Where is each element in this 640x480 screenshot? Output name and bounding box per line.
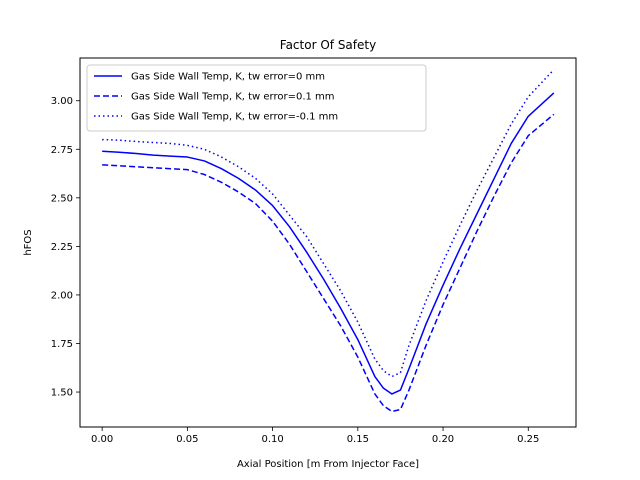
x-axis: 0.00 0.05 0.10 0.15 0.20 0.25 — [91, 427, 539, 445]
legend-label-2: Gas Side Wall Temp, K, tw error=0.1 mm — [131, 92, 335, 103]
y-axis: 1.50 1.75 2.00 2.25 2.50 2.75 3.00 — [51, 96, 80, 399]
legend: Gas Side Wall Temp, K, tw error=0 mm Gas … — [86, 64, 427, 132]
series-line-3 — [102, 69, 555, 378]
series-line-2 — [102, 113, 555, 413]
legend-label-3: Gas Side Wall Temp, K, tw error=-0.1 mm — [131, 112, 338, 123]
y-tick-label: 1.50 — [51, 388, 73, 399]
x-tick-label: 0.05 — [176, 434, 198, 445]
x-tick-label: 0.00 — [91, 434, 113, 445]
y-tick-label: 3.00 — [51, 96, 73, 107]
series-line-1 — [102, 92, 555, 395]
y-tick-label: 2.00 — [51, 290, 73, 301]
x-tick-label: 0.25 — [517, 434, 539, 445]
x-tick-label: 0.20 — [432, 434, 454, 445]
chart-title: Factor Of Safety — [280, 38, 376, 52]
y-tick-label: 1.75 — [51, 339, 73, 350]
plot-lines — [102, 69, 555, 413]
x-tick-label: 0.15 — [347, 434, 369, 445]
y-tick-label: 2.50 — [51, 193, 73, 204]
plot-area-frame — [79, 57, 577, 428]
x-tick-label: 0.10 — [261, 434, 283, 445]
y-tick-label: 2.25 — [51, 242, 73, 253]
x-axis-label: Axial Position [m From Injector Face] — [237, 459, 419, 470]
y-tick-label: 2.75 — [51, 145, 73, 156]
y-axis-label: hFOS — [23, 229, 34, 255]
legend-box — [86, 64, 427, 132]
legend-label-1: Gas Side Wall Temp, K, tw error=0 mm — [131, 72, 325, 83]
